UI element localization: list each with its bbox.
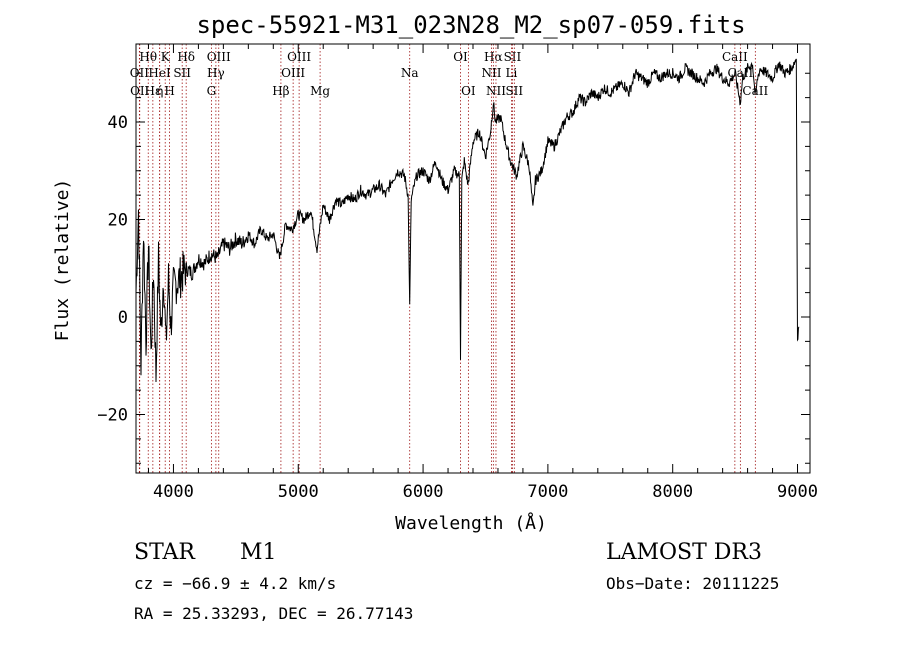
line-label-19: OI bbox=[461, 84, 476, 98]
line-label-20: Hα bbox=[484, 50, 503, 64]
y-tick-label-40: 40 bbox=[108, 113, 128, 133]
line-label-8: H bbox=[164, 84, 174, 98]
x-axis-label: Wavelength (Å) bbox=[395, 512, 547, 534]
x-tick-label-9000: 9000 bbox=[777, 482, 818, 502]
line-label-3: Hε bbox=[145, 84, 162, 98]
y-tick-label-0: 0 bbox=[118, 308, 128, 328]
y-tick-label--20: −20 bbox=[97, 406, 128, 426]
line-label-2: OII bbox=[130, 84, 150, 98]
line-label-15: OIII bbox=[281, 66, 305, 80]
line-label-14: OIII bbox=[287, 50, 311, 64]
x-tick-label-6000: 6000 bbox=[403, 482, 444, 502]
coordinates: RA = 25.33293, DEC = 26.77143 bbox=[134, 604, 414, 623]
line-label-23: Li bbox=[506, 66, 518, 80]
object-type: STAR bbox=[134, 540, 195, 565]
line-label-0: Hθ bbox=[139, 50, 157, 64]
object-subclass: M1 bbox=[240, 540, 277, 565]
x-tick-label-5000: 5000 bbox=[278, 482, 319, 502]
line-label-25: SII bbox=[505, 84, 523, 98]
cz-value: cz = −66.9 ± 4.2 km/s bbox=[134, 574, 337, 593]
line-label-6: ή bbox=[156, 84, 163, 98]
line-label-26: CaII bbox=[722, 50, 748, 64]
line-label-13: Hβ bbox=[272, 84, 289, 98]
line-label-17: Na bbox=[401, 66, 419, 80]
line-label-18: OI bbox=[453, 50, 468, 64]
line-label-7: SII bbox=[173, 66, 191, 80]
line-label-5: K bbox=[161, 50, 171, 64]
y-tick-label-20: 20 bbox=[108, 211, 128, 231]
x-tick-label-4000: 4000 bbox=[153, 482, 194, 502]
line-label-12: G bbox=[207, 84, 217, 98]
line-label-11: Hγ bbox=[207, 66, 225, 80]
chart-title: spec-55921-M31_023N28_M2_sp07-059.fits bbox=[196, 11, 745, 39]
y-axis-label: Flux (relative) bbox=[52, 179, 73, 342]
line-label-21: SII bbox=[504, 50, 522, 64]
line-label-24: NII bbox=[486, 84, 506, 98]
survey-label: LAMOST DR3 bbox=[606, 540, 762, 565]
x-tick-label-8000: 8000 bbox=[652, 482, 693, 502]
line-label-16: Mg bbox=[310, 84, 330, 98]
line-label-9: Hδ bbox=[177, 50, 195, 64]
spectrum-line bbox=[135, 58, 800, 383]
x-tick-label-7000: 7000 bbox=[527, 482, 568, 502]
line-label-10: OIII bbox=[207, 50, 231, 64]
plot-frame bbox=[135, 43, 811, 474]
axis-ticks: 4000 5000 6000 7000 8000 9000 −20 0 20 40 bbox=[97, 44, 818, 502]
obs-date: Obs−Date: 20111225 bbox=[606, 574, 780, 593]
line-label-22: NII bbox=[481, 66, 501, 80]
